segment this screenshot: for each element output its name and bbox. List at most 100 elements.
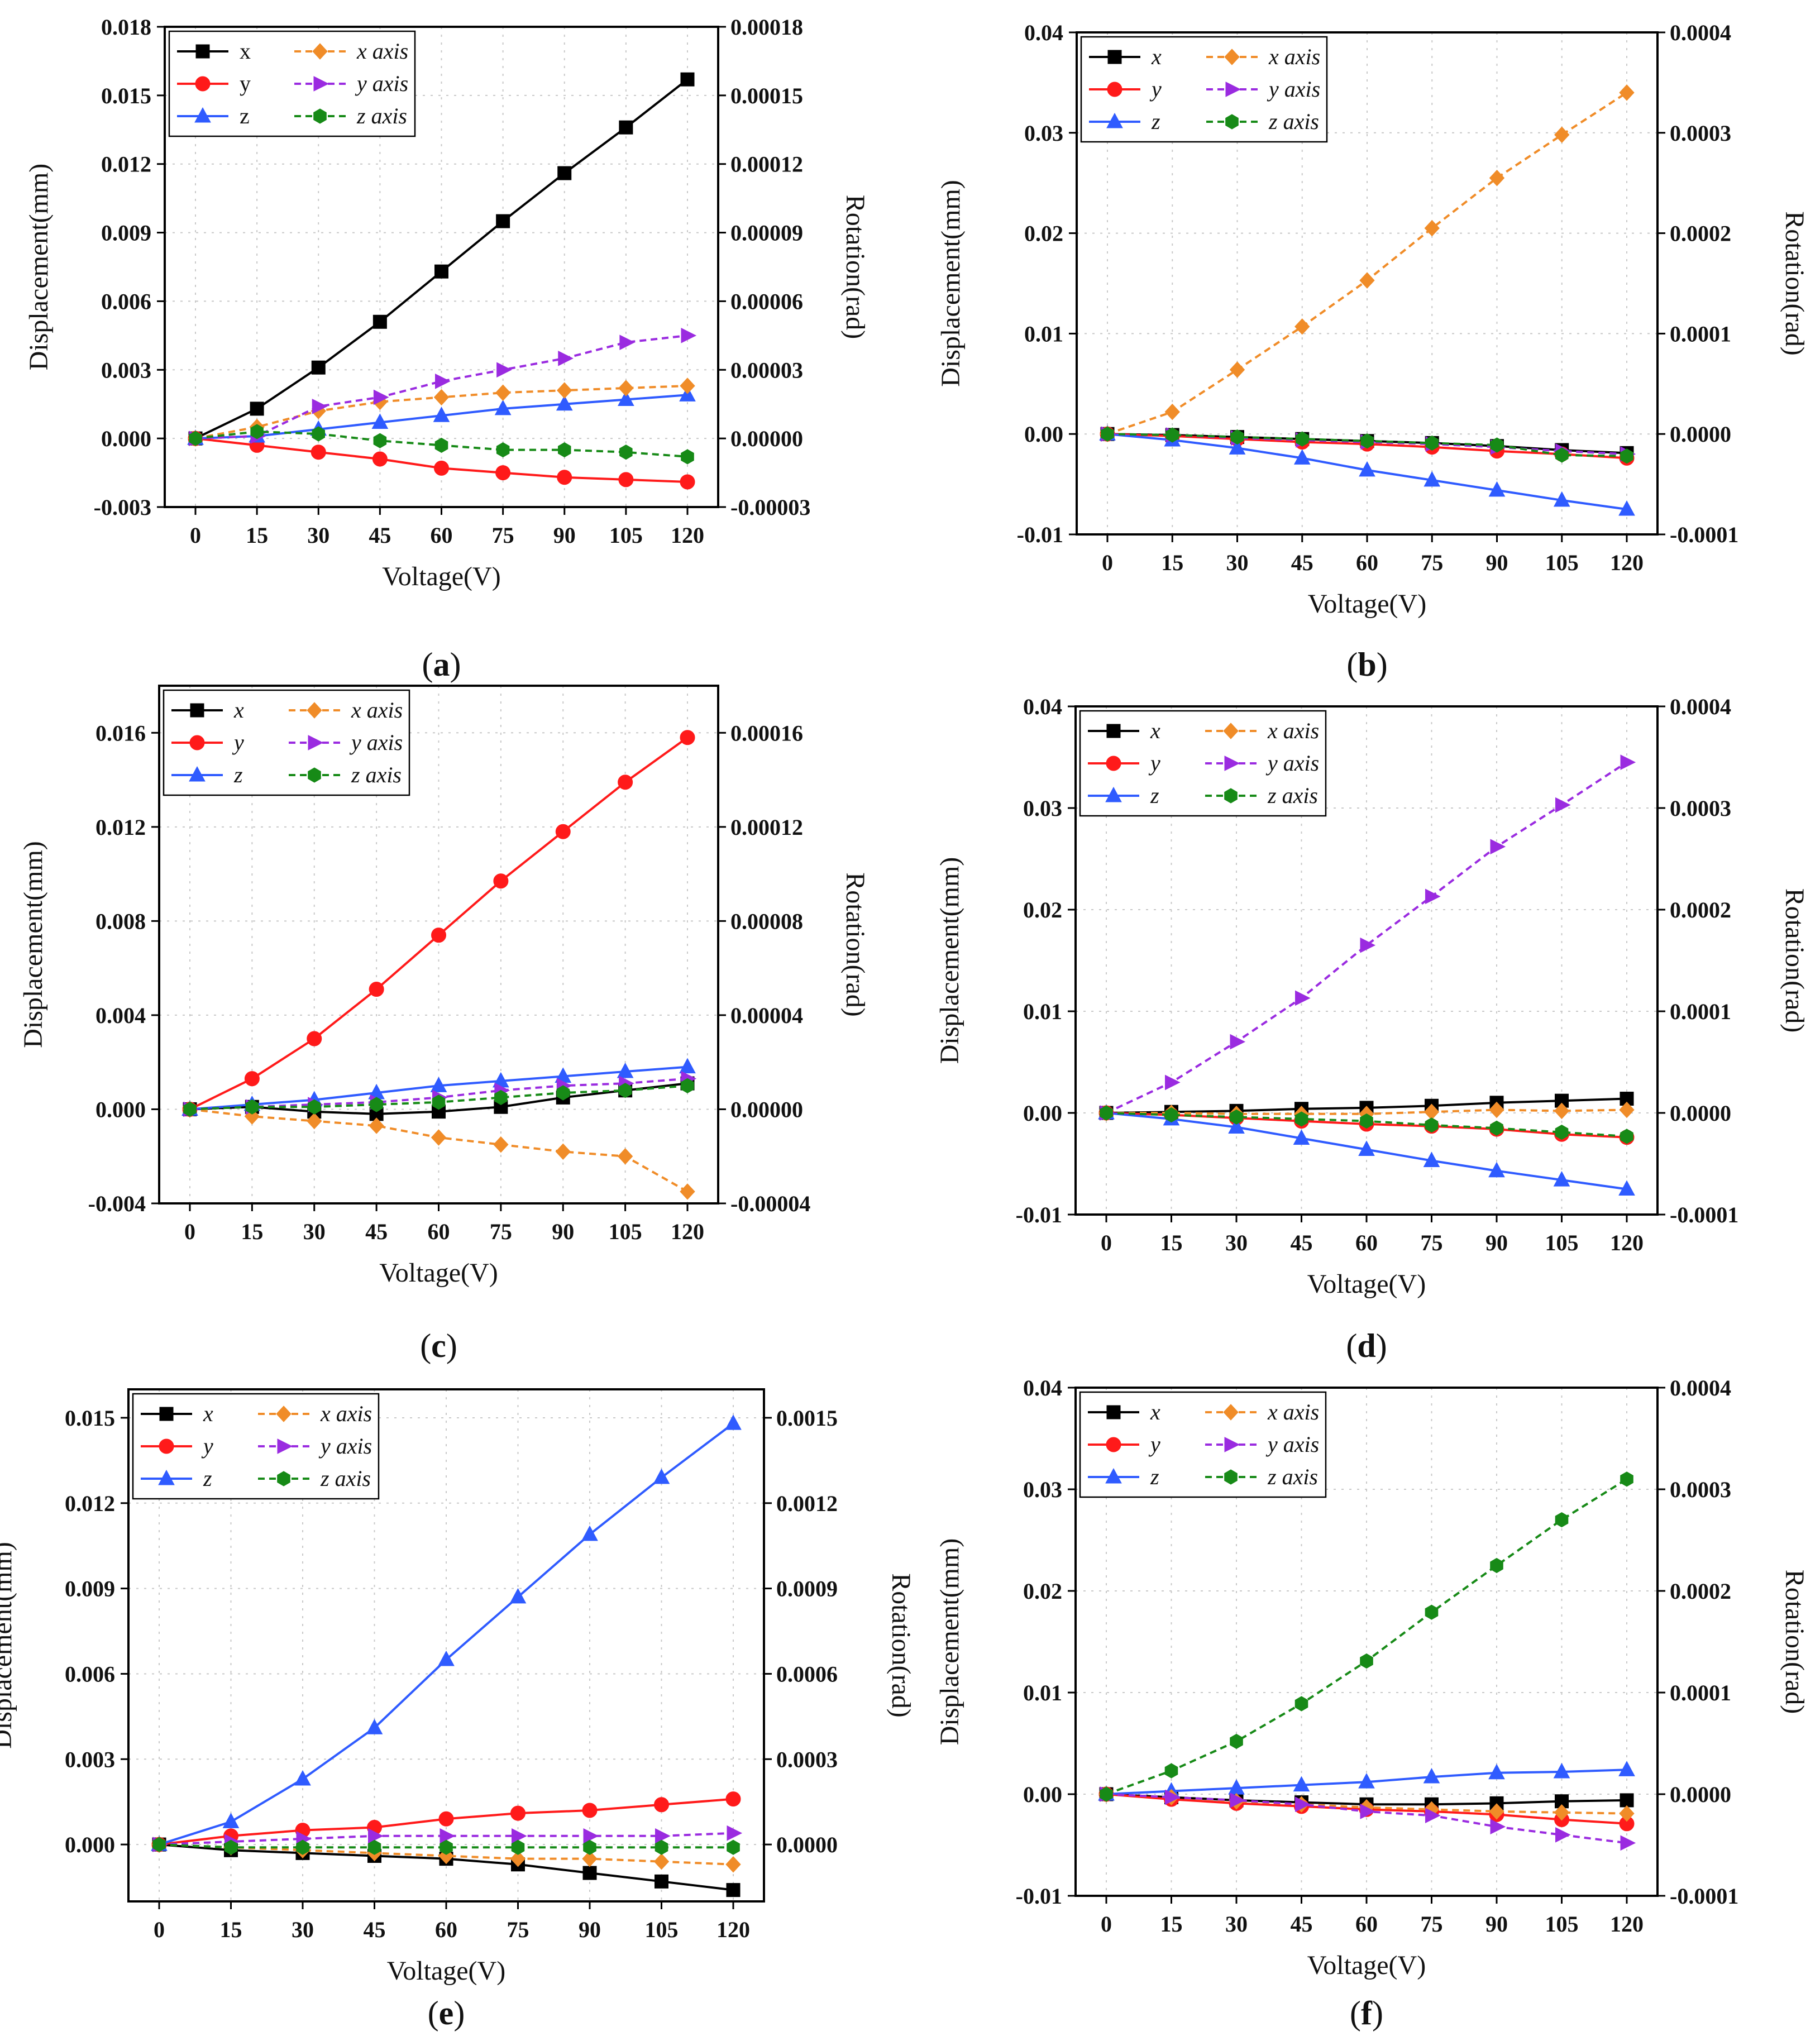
y-tick-label: 0.009 xyxy=(101,221,151,246)
legend-marker xyxy=(312,43,328,60)
data-point xyxy=(432,1094,446,1110)
data-point xyxy=(1358,1140,1375,1156)
legend-label: x xyxy=(1151,44,1162,69)
data-point xyxy=(244,1071,260,1087)
legend-label: z xyxy=(240,103,250,128)
legend-marker xyxy=(1224,788,1238,804)
data-point xyxy=(1555,447,1569,463)
legend-label: y xyxy=(1148,1432,1160,1457)
data-point xyxy=(434,264,448,279)
data-point xyxy=(619,334,635,350)
x-tick-label: 30 xyxy=(1226,550,1249,575)
data-point xyxy=(1165,427,1179,443)
data-point xyxy=(435,373,451,389)
series-z-axis xyxy=(1100,1471,1633,1802)
data-point xyxy=(1296,431,1309,447)
data-point xyxy=(583,1828,599,1844)
x-axis-title: Voltage(V) xyxy=(1307,1269,1426,1299)
legend-marker xyxy=(1106,1437,1121,1452)
data-point xyxy=(1490,839,1506,854)
legend-marker xyxy=(1224,1437,1240,1452)
data-point xyxy=(434,460,449,476)
data-point xyxy=(1164,403,1180,420)
data-point xyxy=(222,1813,240,1828)
data-point xyxy=(1489,169,1505,187)
x-tick-label: 75 xyxy=(1421,1911,1443,1937)
data-point xyxy=(1295,1796,1311,1813)
x-tick-label: 105 xyxy=(645,1917,679,1942)
legend-label: x xyxy=(1150,718,1160,743)
legend-marker xyxy=(159,1438,174,1454)
data-point xyxy=(556,1085,570,1101)
legend-marker xyxy=(1225,82,1241,97)
data-point xyxy=(1488,1763,1505,1780)
x-tick-label: 60 xyxy=(1355,1911,1378,1937)
legend-label: z xyxy=(233,762,243,787)
y2-tick-label: 0.0003 xyxy=(1670,1477,1731,1502)
panel-caption: (f) xyxy=(1350,1995,1383,2032)
legend-label: y axis xyxy=(318,1433,372,1459)
panel-caption: (a) xyxy=(422,646,461,683)
y-tick-label: 0.02 xyxy=(1024,221,1063,246)
data-point xyxy=(1425,435,1439,451)
x-tick-label: 90 xyxy=(1485,1911,1508,1937)
data-point xyxy=(1489,1101,1504,1119)
legend-label: x axis xyxy=(320,1401,372,1426)
x-tick-label: 15 xyxy=(246,523,268,548)
data-point xyxy=(152,1837,166,1852)
data-point xyxy=(582,1850,598,1867)
y2-tick-label: 0.0003 xyxy=(1670,121,1731,146)
x-tick-label: 45 xyxy=(364,1917,386,1942)
data-point xyxy=(430,1077,447,1092)
y2-tick-label: 0.00016 xyxy=(730,720,803,745)
legend-marker xyxy=(190,703,204,718)
y-tick-label: -0.01 xyxy=(1016,1202,1062,1227)
y2-tick-label: -0.00003 xyxy=(730,495,810,520)
y2-tick-label: 0.00009 xyxy=(730,221,803,246)
y2-tick-label: -0.00004 xyxy=(730,1191,810,1216)
data-point xyxy=(493,873,509,889)
y2-axis-title: Rotation(rad) xyxy=(886,1573,916,1718)
x-tick-label: 90 xyxy=(1485,1230,1508,1255)
legend-marker xyxy=(308,735,324,751)
data-point xyxy=(368,1828,384,1844)
y2-tick-label: 0.0009 xyxy=(776,1576,838,1602)
data-point xyxy=(1295,990,1311,1006)
data-point xyxy=(189,431,202,446)
data-point xyxy=(367,1839,381,1855)
data-point xyxy=(679,1058,696,1074)
data-point xyxy=(1230,1733,1243,1749)
legend-marker xyxy=(1223,723,1239,739)
y-tick-label: 0.01 xyxy=(1023,999,1062,1024)
legend-label: x axis xyxy=(351,697,403,723)
y2-tick-label: 0.0004 xyxy=(1670,1375,1731,1401)
y2-tick-label: 0.0003 xyxy=(1670,796,1731,821)
y2-tick-label: 0.0001 xyxy=(1670,999,1731,1024)
data-point xyxy=(1620,448,1633,464)
data-point xyxy=(369,1117,384,1134)
data-point xyxy=(1555,1125,1569,1140)
legend: xyz x axis y axis z axis xyxy=(163,689,410,796)
y2-tick-label: 0.0012 xyxy=(776,1491,838,1516)
data-point xyxy=(294,1770,311,1786)
data-point xyxy=(371,413,389,429)
y2-tick-label: 0.0006 xyxy=(776,1661,838,1686)
data-point xyxy=(727,1825,743,1841)
y-axis-title: Displacement(mm) xyxy=(936,180,966,387)
x-tick-label: 0 xyxy=(1102,550,1113,575)
legend-label: y axis xyxy=(355,71,408,96)
y-tick-label: 0.003 xyxy=(101,357,151,383)
data-point xyxy=(1554,1804,1570,1821)
y-tick-label: 0.004 xyxy=(95,1003,146,1028)
series-x-axis xyxy=(1100,84,1635,442)
data-point xyxy=(1293,1776,1310,1792)
data-point xyxy=(1553,1171,1570,1187)
series-z-axis xyxy=(183,1078,694,1117)
y-tick-label: 0.00 xyxy=(1024,422,1063,447)
data-point xyxy=(1230,1034,1246,1050)
x-tick-label: 120 xyxy=(671,1219,704,1244)
x-axis-title: Voltage(V) xyxy=(382,562,500,591)
data-point xyxy=(250,424,264,439)
panel-caption: (d) xyxy=(1346,1327,1387,1364)
data-point xyxy=(726,1883,741,1897)
